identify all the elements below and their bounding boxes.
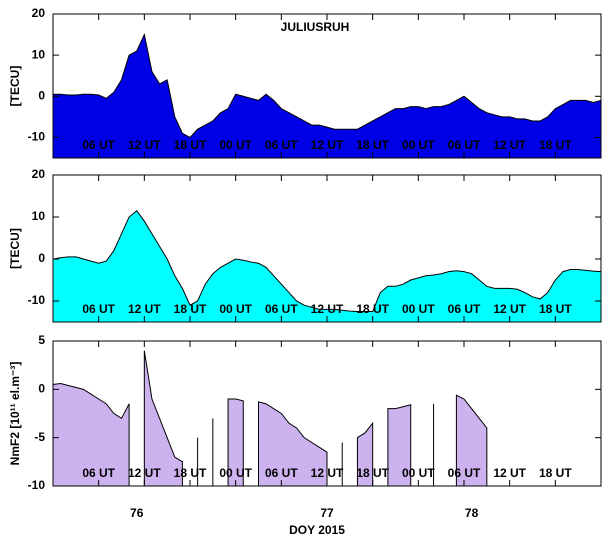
x-tick-label: 00 UT [219,302,252,316]
x-tick-label: 18 UT [539,302,572,316]
chart-title: JULIUSRUH [281,20,350,34]
x-tick-label: 12 UT [128,302,161,316]
y-tick-label: -10 [28,478,46,492]
x-tick-label: 06 UT [82,466,115,480]
y-tick-label: 0 [38,251,45,265]
y-tick-label: 20 [32,6,46,20]
y-axis-label: [TECU] [8,228,22,269]
day-label: 76 [130,506,144,520]
day-label: 77 [320,506,334,520]
x-tick-label: 00 UT [402,138,435,152]
y-tick-label: -10 [28,293,46,307]
x-tick-label: 12 UT [493,466,526,480]
x-tick-label: 18 UT [174,302,207,316]
y-tick-label: 20 [32,167,46,181]
y-axis-label: [TECU] [8,66,22,107]
area [52,32,602,159]
x-tick-label: 06 UT [265,302,298,316]
y-tick-label: -5 [34,430,45,444]
x-tick-label: 12 UT [128,466,161,480]
x-tick-label: 18 UT [356,138,389,152]
x-tick-label: 00 UT [402,466,435,480]
x-tick-label: 06 UT [448,302,481,316]
x-tick-label: 06 UT [448,138,481,152]
y-tick-label: 10 [32,209,46,223]
x-tick-label: 06 UT [448,466,481,480]
x-tick-label: 18 UT [174,466,207,480]
x-tick-label: 18 UT [356,302,389,316]
y-tick-label: 0 [38,382,45,396]
x-tick-label: 18 UT [539,138,572,152]
x-tick-label: 06 UT [265,466,298,480]
area [52,209,602,323]
y-tick-label: 10 [32,47,46,61]
x-tick-label: 12 UT [311,302,344,316]
y-tick-label: -10 [28,130,46,144]
x-tick-label: 00 UT [402,302,435,316]
day-label: 78 [465,506,479,520]
x-axis-label: DOY 2015 [289,523,345,537]
x-tick-label: 18 UT [539,466,572,480]
x-tick-label: 18 UT [356,466,389,480]
x-tick-label: 12 UT [128,138,161,152]
y-tick-label: 0 [38,88,45,102]
x-tick-label: 12 UT [311,138,344,152]
x-tick-label: 06 UT [82,302,115,316]
x-tick-label: 06 UT [82,138,115,152]
x-tick-label: 00 UT [219,466,252,480]
x-tick-label: 06 UT [265,138,298,152]
y-tick-label: 5 [38,333,45,347]
x-tick-label: 12 UT [493,302,526,316]
x-tick-label: 00 UT [219,138,252,152]
x-tick-label: 12 UT [311,466,344,480]
x-tick-label: 18 UT [174,138,207,152]
x-tick-label: 12 UT [493,138,526,152]
y-axis-label: NmF2 [10¹¹ el.m⁻³] [8,362,22,466]
